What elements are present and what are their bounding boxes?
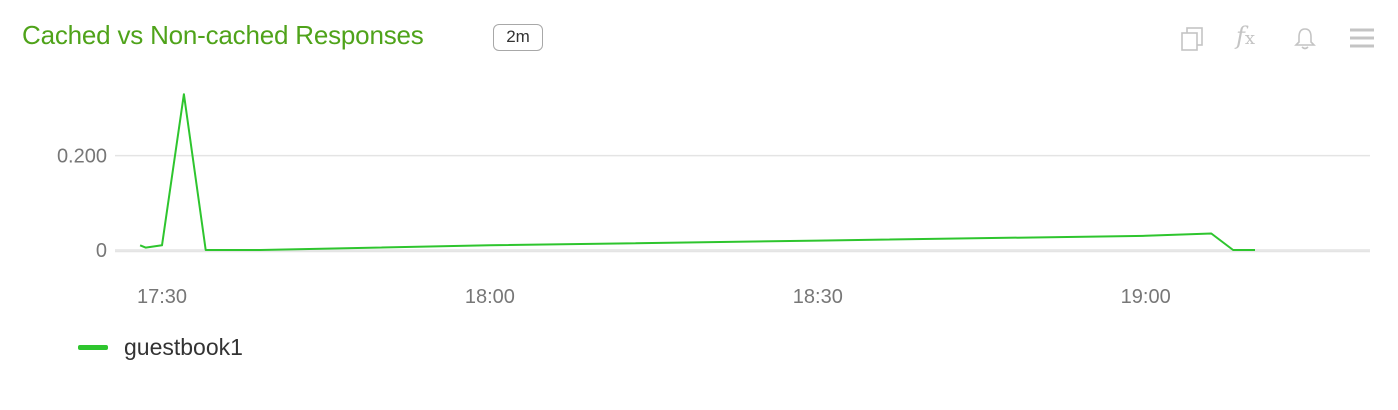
function-icon[interactable]: fx	[1236, 22, 1255, 50]
series-line-guestbook1	[139, 93, 1255, 251]
y-tick-label: 0	[96, 240, 107, 262]
function-icon-f: f	[1236, 22, 1245, 50]
line-chart: 0 0.200 17:30 18:00 18:30 19:00	[57, 93, 1370, 308]
legend-label: guestbook1	[124, 334, 243, 360]
interval-badge[interactable]: 2m	[493, 24, 543, 51]
x-tick-label: 17:30	[137, 286, 187, 308]
legend: guestbook1	[78, 334, 243, 361]
chart-title: Cached vs Non-cached Responses	[22, 20, 424, 50]
copy-icon[interactable]	[1178, 24, 1208, 54]
y-tick-label: 0.200	[57, 146, 107, 168]
x-tick-label: 19:00	[1121, 286, 1171, 308]
menu-icon[interactable]	[1347, 24, 1377, 54]
function-icon-x: x	[1244, 28, 1256, 49]
x-tick-label: 18:00	[465, 286, 515, 308]
legend-swatch	[78, 345, 108, 350]
x-tick-label: 18:30	[793, 286, 843, 308]
bell-icon[interactable]	[1290, 24, 1320, 54]
